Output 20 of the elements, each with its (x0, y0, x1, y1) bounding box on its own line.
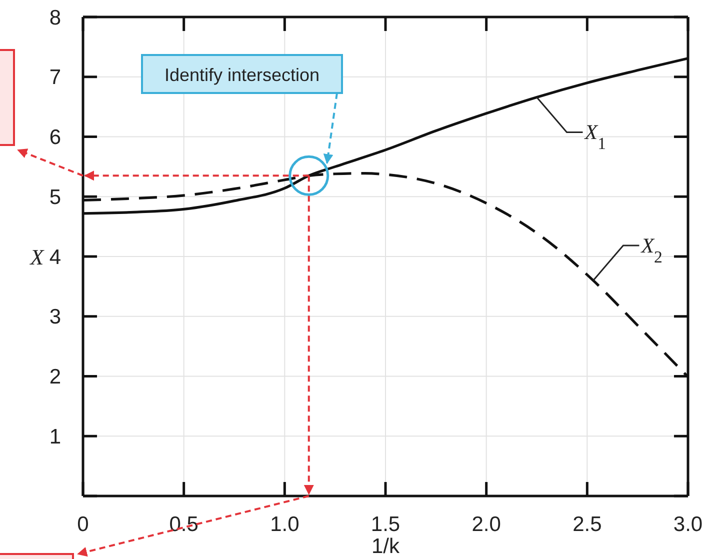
y-tick-label: 6 (49, 126, 61, 150)
y-tick-label: 4 (49, 246, 62, 269)
y-tick-label: 3 (49, 306, 61, 329)
y-tick-label: 2 (49, 366, 61, 389)
y-tick-label: 1 (49, 425, 61, 448)
annotation: Identify intersection (164, 65, 320, 85)
x-axis-title: 1/k (371, 535, 400, 558)
x-tick-label: 2.5 (572, 512, 602, 536)
series-label: X$_{1}$ (584, 120, 606, 153)
x-tick-label: 1.0 (270, 512, 300, 536)
x-tick-label: 0.5 (169, 512, 198, 536)
x-tick-label: 2.0 (472, 512, 501, 536)
x-tick-label: 0 (77, 512, 89, 536)
text: X$_{2}$ (640, 233, 662, 266)
x-tick-label: 3.0 (673, 512, 703, 536)
y-tick-label: 5 (49, 186, 61, 209)
x-tick-label: 1.5 (370, 512, 400, 536)
y-tick-label: 7 (49, 66, 61, 90)
y-tick-label: 8 (49, 6, 61, 30)
y-axis-title: X (29, 244, 46, 270)
